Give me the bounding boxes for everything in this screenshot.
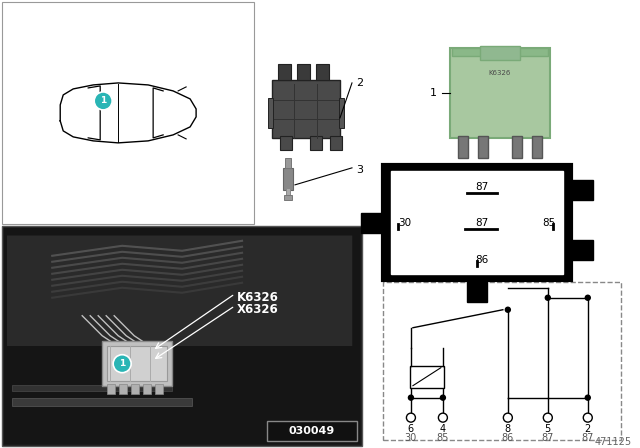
Bar (383, 165, 571, 280)
Circle shape (585, 295, 590, 300)
Bar (480, 46, 520, 60)
FancyBboxPatch shape (7, 236, 352, 346)
Text: 030049: 030049 (289, 426, 335, 435)
Text: 86: 86 (476, 255, 488, 265)
Bar (12, 398, 192, 405)
Text: K6326: K6326 (237, 291, 279, 304)
Bar (512, 136, 522, 158)
Circle shape (438, 413, 447, 422)
Text: 1: 1 (430, 88, 437, 98)
Text: 6: 6 (408, 424, 414, 434)
Text: 85: 85 (436, 433, 449, 443)
Circle shape (503, 413, 513, 422)
Bar (450, 48, 550, 138)
Bar (532, 136, 542, 158)
Text: X6326: X6326 (237, 303, 279, 316)
Bar (284, 195, 292, 200)
Text: 87: 87 (541, 433, 554, 443)
Bar (280, 136, 292, 150)
Bar (272, 80, 340, 138)
Text: 87: 87 (582, 433, 594, 443)
Circle shape (585, 395, 590, 400)
Bar (102, 341, 172, 386)
Circle shape (113, 355, 131, 373)
Text: 4: 4 (440, 424, 446, 434)
Bar (361, 213, 383, 233)
Text: 30: 30 (398, 218, 412, 228)
Circle shape (406, 413, 415, 422)
Text: 87: 87 (476, 218, 488, 228)
Bar (383, 282, 621, 439)
Text: 2: 2 (585, 424, 591, 434)
Circle shape (543, 413, 552, 422)
Bar (452, 48, 548, 56)
Text: 87: 87 (476, 182, 488, 192)
Circle shape (545, 295, 550, 300)
Bar (278, 64, 291, 80)
Text: 5: 5 (545, 424, 551, 434)
Bar (143, 383, 151, 394)
Circle shape (408, 395, 413, 400)
Text: 3: 3 (356, 165, 363, 175)
Bar (286, 188, 290, 196)
Bar (119, 383, 127, 394)
Text: 1: 1 (100, 96, 106, 105)
Bar (155, 383, 163, 394)
Bar (410, 366, 444, 388)
Bar (3, 2, 254, 224)
Bar (391, 171, 563, 274)
Bar (330, 136, 342, 150)
Bar (571, 240, 593, 260)
Text: 471125: 471125 (595, 437, 632, 447)
Bar (283, 168, 293, 190)
Circle shape (506, 307, 510, 312)
Text: 2: 2 (356, 78, 363, 88)
Text: 30: 30 (404, 433, 417, 443)
Text: K6326: K6326 (489, 70, 511, 76)
Bar (3, 226, 362, 446)
Circle shape (440, 395, 445, 400)
Bar (297, 64, 310, 80)
Bar (467, 280, 487, 302)
Bar (107, 346, 167, 381)
Bar (285, 158, 291, 168)
Bar (458, 136, 468, 158)
Bar (131, 383, 139, 394)
Bar (339, 98, 344, 128)
Bar (316, 64, 329, 80)
Bar (12, 385, 172, 391)
Bar (4, 228, 360, 444)
Text: 1: 1 (119, 359, 125, 368)
Text: 8: 8 (505, 424, 511, 434)
Circle shape (94, 92, 112, 110)
Bar (571, 180, 593, 200)
Bar (107, 383, 115, 394)
Bar (478, 136, 488, 158)
Text: 85: 85 (542, 218, 556, 228)
Circle shape (583, 413, 592, 422)
Bar (310, 136, 322, 150)
Bar (267, 421, 357, 441)
Text: 86: 86 (502, 433, 514, 443)
Bar (268, 98, 273, 128)
